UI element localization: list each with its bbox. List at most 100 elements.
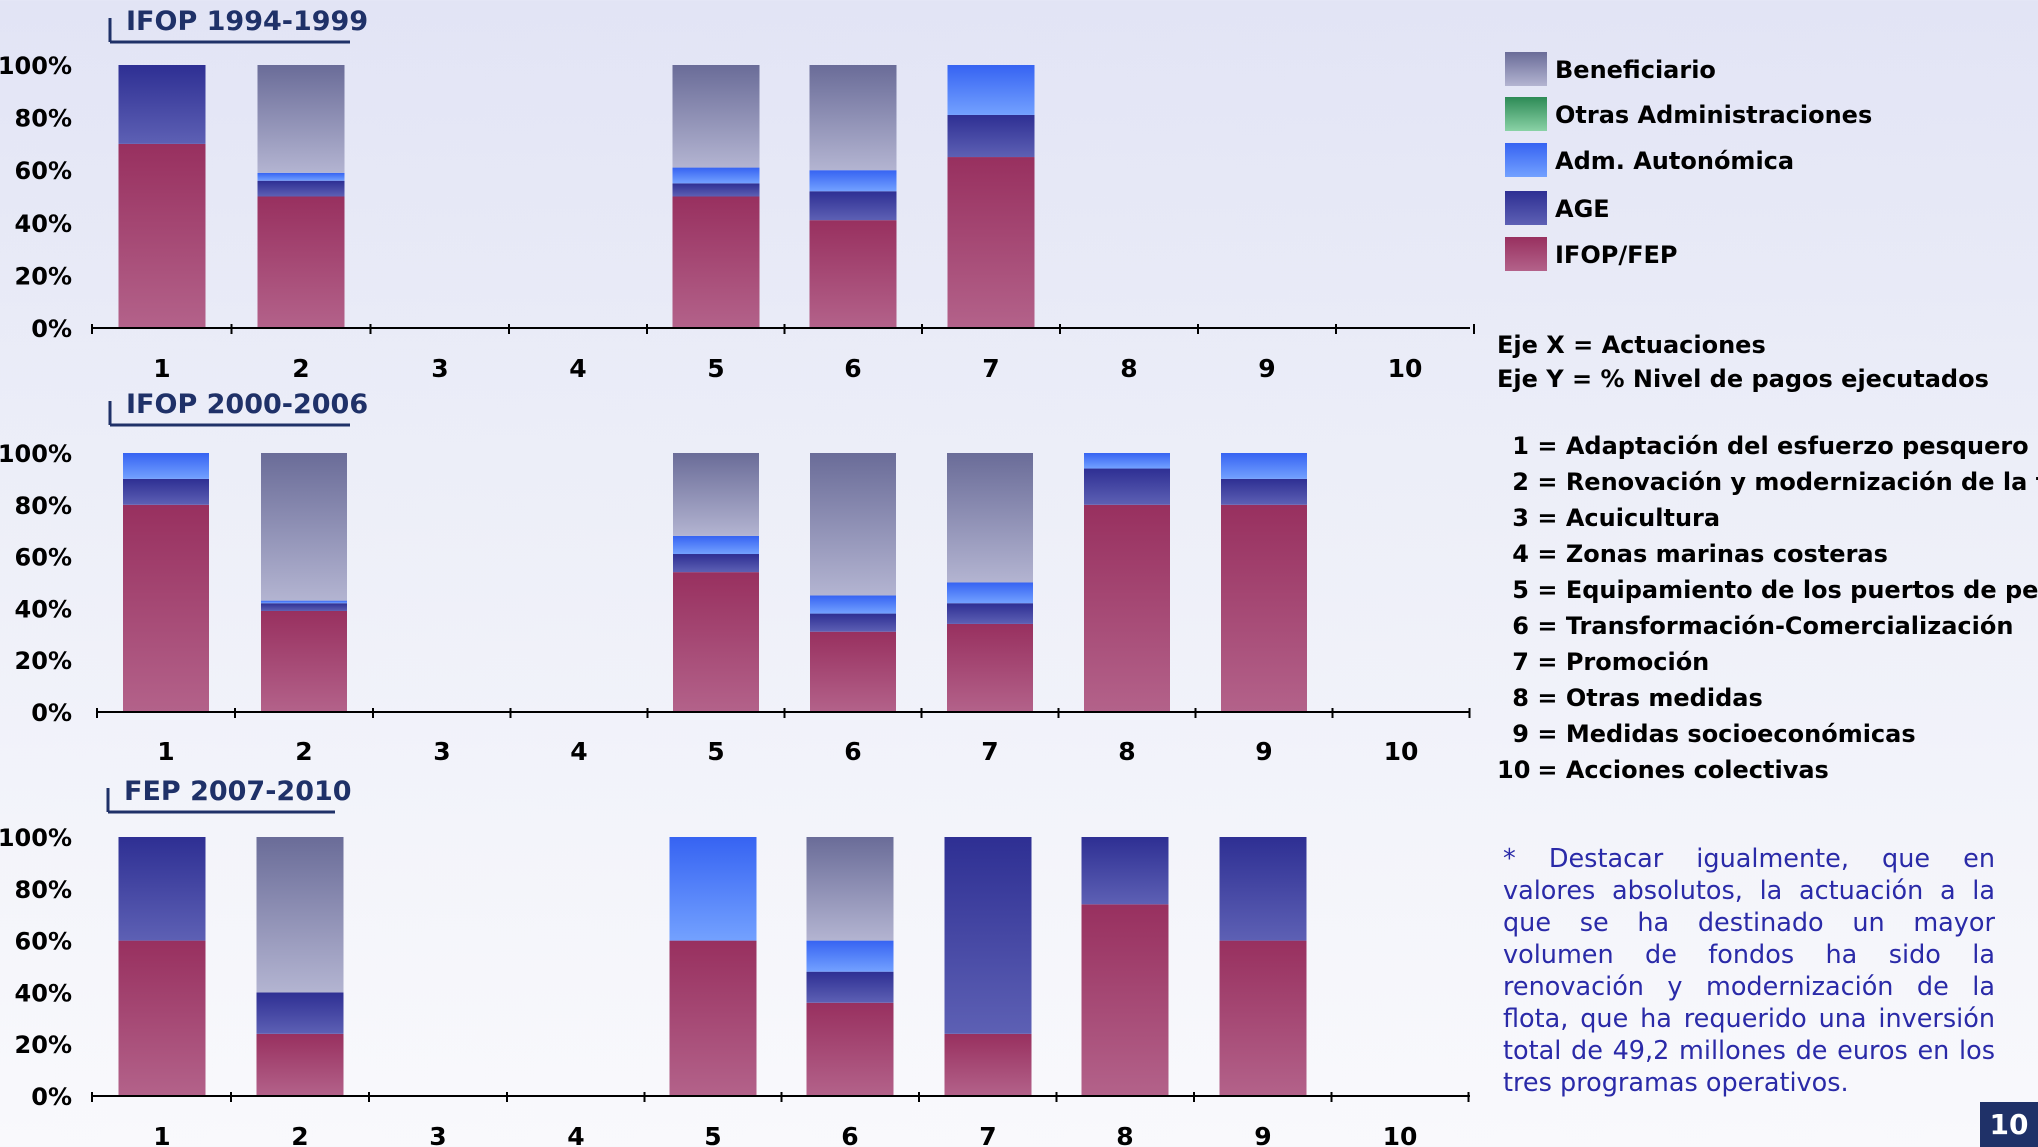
bar-segment-age xyxy=(257,180,345,197)
actuacion-number: 1 xyxy=(1512,432,1529,460)
bar-segment-adm-autonomica xyxy=(1221,453,1307,479)
bar-segment-beneficiario xyxy=(673,453,759,536)
page-number: 10 xyxy=(1980,1102,2038,1147)
actuacion-label: = Adaptación del esfuerzo pesquero xyxy=(1537,432,2029,460)
legend-item-otras-administraciones: Otras Administraciones xyxy=(1505,97,1985,137)
bar-segment-ifop-fep xyxy=(118,143,206,328)
x-tick-label: 2 xyxy=(292,354,309,383)
actuacion-label: = Equipamiento de los puertos de pesca xyxy=(1537,576,2038,604)
actuacion-label: = Medidas socioeconómicas xyxy=(1537,720,1916,748)
note-text: * Destacar igualmente, que en valores ab… xyxy=(1503,844,1995,1098)
bar-segment-age xyxy=(261,603,347,611)
x-tick-label: 3 xyxy=(429,1122,446,1147)
bar-segment-age xyxy=(672,183,760,197)
bar-segment-age xyxy=(673,554,759,573)
bar-segment-adm-autonomica xyxy=(261,600,347,604)
actuacion-item: 7 = Promoción xyxy=(1497,644,2038,680)
bar-segment-ifop-fep xyxy=(118,940,206,1096)
x-tick-label: 5 xyxy=(707,354,724,383)
chart-title: IFOP 1994-1999 xyxy=(126,6,368,37)
legend-item-ifop-fep: IFOP/FEP xyxy=(1505,237,1985,277)
bar-segment-age xyxy=(947,603,1033,624)
chart-3: FEP 2007-2010 0% 20% 40% 60% 80% 100% 1 2 3 4 5 6 7 8 9… xyxy=(0,776,1470,1147)
y-tick-label: 80% xyxy=(15,492,72,520)
bar-segment-ifop-fep xyxy=(1219,940,1307,1096)
bar-segment-ifop-fep xyxy=(1221,504,1307,712)
x-tick-label: 4 xyxy=(570,737,587,766)
bar-segment-beneficiario xyxy=(257,65,345,173)
actuacion-number: 5 xyxy=(1512,576,1529,604)
bar-segment-ifop-fep xyxy=(256,1033,344,1096)
x-tick-label: 9 xyxy=(1255,737,1272,766)
bar-segment-ifop-fep xyxy=(806,1002,894,1096)
x-tick-label: 10 xyxy=(1383,1122,1418,1147)
actuacion-number: 6 xyxy=(1512,612,1529,640)
actuacion-number: 4 xyxy=(1512,540,1529,568)
y-axis-info: Eje Y = % Nivel de pagos ejecutados xyxy=(1497,365,1989,393)
legend-label: Otras Administraciones xyxy=(1555,101,1873,129)
y-tick-label: 80% xyxy=(15,105,72,133)
bar-segment-age xyxy=(947,114,1035,158)
bar-segment-adm-autonomica xyxy=(669,837,757,941)
y-tick-label: 40% xyxy=(15,979,72,1007)
y-tick-label: 100% xyxy=(0,824,72,852)
bar-segment-adm-autonomica xyxy=(673,535,759,555)
legend-label: AGE xyxy=(1555,195,1610,223)
y-tick-label: 0% xyxy=(31,315,72,343)
actuacion-item: 10 = Acciones colectivas xyxy=(1497,752,2038,788)
bar-segment-age xyxy=(256,992,344,1034)
bar-segment-adm-autonomica xyxy=(672,167,760,184)
bar-segment-ifop-fep xyxy=(944,1033,1032,1096)
actuacion-number: 9 xyxy=(1512,720,1529,748)
bar-segment-beneficiario xyxy=(672,65,760,168)
y-tick-label: 20% xyxy=(15,262,72,290)
bar-segment-beneficiario xyxy=(810,453,896,596)
actuacion-item: 4 = Zonas marinas costeras xyxy=(1497,536,2038,572)
actuacion-label: = Promoción xyxy=(1537,648,1710,676)
x-tick-label: 3 xyxy=(433,737,450,766)
bar-segment-age xyxy=(806,971,894,1003)
x-tick-label: 1 xyxy=(153,1122,170,1147)
bar-segment-beneficiario xyxy=(809,65,897,171)
bar-segment-ifop-fep xyxy=(257,196,345,328)
actuacion-item: 3 = Acuicultura xyxy=(1497,500,2038,536)
actuacion-label: = Zonas marinas costeras xyxy=(1537,540,1888,568)
bar-segment-adm-autonomica xyxy=(809,170,897,192)
legend-label: Beneficiario xyxy=(1555,56,1716,84)
bar-segment-ifop-fep xyxy=(672,196,760,328)
chart-1: IFOP 1994-1999 0% 20% 40% 60% 80% 100% 1 2 3 4 5 6 7 8… xyxy=(0,6,1475,383)
x-tick-label: 6 xyxy=(844,354,861,383)
bar-segment-age xyxy=(1219,837,1307,941)
bar-segment-age xyxy=(123,478,209,505)
y-tick-label: 40% xyxy=(15,595,72,623)
x-tick-label: 10 xyxy=(1388,354,1423,383)
bar-segment-ifop-fep xyxy=(261,610,347,712)
bar-segment-age xyxy=(118,65,206,144)
bar-segment-ifop-fep xyxy=(947,623,1033,712)
bar-segment-adm-autonomica xyxy=(947,582,1033,604)
bar-segment-age xyxy=(1221,478,1307,505)
y-tick-label: 20% xyxy=(15,1031,72,1059)
legend-swatch-otras-administraciones xyxy=(1505,97,1547,131)
actuacion-item: 8 = Otras medidas xyxy=(1497,680,2038,716)
bar-segment-ifop-fep xyxy=(123,504,209,712)
y-tick-label: 60% xyxy=(15,928,72,956)
legend-item-age: AGE xyxy=(1505,191,1985,231)
bar-segment-age xyxy=(810,613,896,632)
x-tick-label: 8 xyxy=(1118,737,1135,766)
actuaciones-list: 1 = Adaptación del esfuerzo pesquero 2 =… xyxy=(1497,428,2038,788)
actuacion-label: = Otras medidas xyxy=(1537,684,1763,712)
charts-area: IFOP 1994-1999 0% 20% 40% 60% 80% 100% 1 2 3 4 5 6 7 8… xyxy=(0,6,1475,1147)
actuacion-label: = Transformación-Comercialización xyxy=(1537,612,2014,640)
actuacion-number: 8 xyxy=(1512,684,1529,712)
x-tick-label: 2 xyxy=(291,1122,308,1147)
x-tick-label: 9 xyxy=(1258,354,1275,383)
y-tick-label: 100% xyxy=(0,52,72,80)
bar-segment-ifop-fep xyxy=(1081,904,1169,1096)
chart-title: IFOP 2000-2006 xyxy=(126,389,368,420)
x-tick-label: 4 xyxy=(567,1122,584,1147)
bar-segment-adm-autonomica xyxy=(806,940,894,972)
y-tick-label: 60% xyxy=(15,544,72,572)
bar-segment-adm-autonomica xyxy=(123,453,209,479)
x-tick-label: 7 xyxy=(982,354,999,383)
